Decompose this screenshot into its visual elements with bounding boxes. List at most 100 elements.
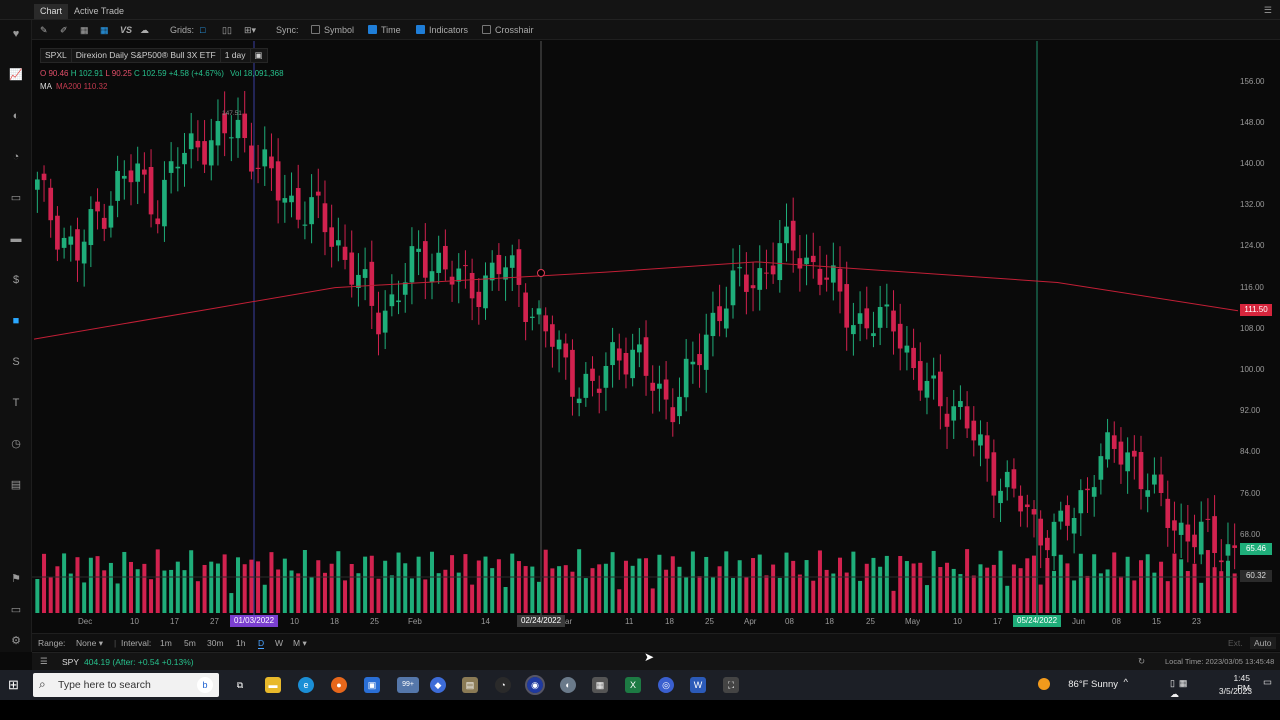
calculator-icon[interactable]: ▦: [592, 677, 608, 693]
volume-bar: [115, 583, 120, 613]
menu-icon[interactable]: ☰: [1263, 5, 1272, 15]
candle-body: [382, 310, 388, 333]
volume-bar: [1172, 553, 1177, 613]
weather-text[interactable]: 86°F Sunny: [1068, 679, 1118, 690]
volume-bar: [797, 574, 802, 613]
range-dropdown[interactable]: None ▾: [76, 638, 103, 648]
volume-bar: [175, 561, 180, 613]
close-value: C 102.59: [134, 69, 167, 78]
bing-icon[interactable]: b: [197, 677, 213, 693]
interval-w[interactable]: W: [275, 638, 284, 648]
volume-bar: [296, 573, 301, 613]
clock-time[interactable]: 1:45 PM: [1233, 673, 1250, 693]
drawing-icon[interactable]: ✎: [40, 25, 48, 35]
grid-columns-icon[interactable]: ▯▯: [222, 25, 232, 35]
chrome-icon[interactable]: ◎: [658, 677, 674, 693]
price-chart[interactable]: [32, 41, 1280, 633]
volume-bar: [824, 569, 829, 613]
list-icon[interactable]: ☰: [40, 656, 48, 666]
planet-app-icon[interactable]: ◐: [560, 677, 576, 693]
interval-30m[interactable]: 30m: [207, 638, 224, 648]
chat-icon[interactable]: ▭: [10, 604, 22, 616]
ext-toggle[interactable]: Ext.: [1228, 638, 1243, 648]
bookmark-icon[interactable]: ⚑: [11, 573, 21, 585]
candle-body: [389, 294, 395, 307]
candle-body: [1111, 435, 1117, 449]
word-icon[interactable]: W: [690, 677, 706, 693]
grid-layout-dropdown-icon[interactable]: ⊞▾: [244, 25, 257, 35]
save-icon[interactable]: ▣: [249, 48, 268, 63]
grid-single-icon[interactable]: □: [200, 25, 206, 35]
volume-bar: [1045, 557, 1050, 613]
volume-bar: [637, 558, 642, 613]
heart-icon[interactable]: ♥: [12, 28, 20, 40]
interval-1m[interactable]: 1m: [160, 638, 172, 648]
interval-d[interactable]: D: [258, 638, 265, 649]
weather-sun-icon[interactable]: [1038, 678, 1050, 690]
speedometer-icon[interactable]: ◔: [495, 677, 511, 693]
mail-icon[interactable]: 99+: [397, 677, 419, 693]
monitor-icon[interactable]: ▭: [10, 192, 22, 204]
store-icon[interactable]: ▣: [364, 677, 380, 693]
volume-bar: [102, 570, 107, 613]
card-icon[interactable]: ▬: [10, 233, 22, 245]
candle-body: [376, 312, 381, 335]
excel-icon[interactable]: X: [625, 677, 641, 693]
sync-time-checkbox[interactable]: Time: [368, 23, 401, 37]
candle-body: [222, 113, 227, 134]
settings-icon[interactable]: ⚙: [11, 635, 21, 647]
tab-active-trade[interactable]: Active Trade: [74, 6, 125, 16]
tab-chart[interactable]: Chart: [34, 4, 69, 19]
sync-symbol-checkbox[interactable]: Symbol: [311, 23, 354, 37]
history-icon[interactable]: ◷: [11, 438, 21, 450]
sync-indicators-checkbox[interactable]: Indicators: [416, 23, 468, 37]
symbol-field[interactable]: SPXL: [40, 48, 72, 63]
volume-bar: [416, 556, 421, 613]
grid-icon[interactable]: ▦: [100, 25, 109, 35]
interval-selector[interactable]: 1 day: [219, 48, 251, 63]
auto-scale-toggle[interactable]: Auto: [1250, 637, 1276, 649]
archive-icon[interactable]: ▤: [462, 677, 478, 693]
document-icon[interactable]: ▤: [10, 479, 22, 491]
interval-5m[interactable]: 5m: [184, 638, 196, 648]
windows-start-icon[interactable]: ⊞: [8, 677, 19, 692]
candle-body: [556, 339, 562, 350]
planet-icon[interactable]: ◐: [12, 110, 20, 122]
volume-bar: [68, 573, 73, 613]
chart-canvas[interactable]: [32, 41, 1280, 633]
snipping-tool-icon[interactable]: ⛶: [723, 677, 739, 693]
candle-body: [208, 140, 214, 166]
file-explorer-icon[interactable]: ▬: [265, 677, 281, 693]
layout-icon[interactable]: ▦: [80, 25, 89, 35]
trading-app-icon[interactable]: ◉: [525, 675, 545, 695]
notification-icon[interactable]: ▭: [1263, 677, 1272, 688]
chart-line-icon[interactable]: 📈: [9, 69, 23, 81]
candle-body: [1165, 498, 1171, 528]
clock-date[interactable]: 3/5/2023: [1218, 686, 1252, 696]
edge-icon[interactable]: e: [298, 677, 314, 693]
interval-m[interactable]: M ▾: [293, 638, 307, 648]
text-icon[interactable]: T: [12, 397, 20, 409]
status-ticker[interactable]: SPY: [62, 657, 80, 667]
firefox-icon[interactable]: ●: [331, 677, 347, 693]
pencil-icon[interactable]: ✐: [60, 25, 68, 35]
app-icon[interactable]: ◆: [430, 677, 446, 693]
ma-legend[interactable]: MA MA200 110.32: [40, 82, 107, 91]
gauge-icon[interactable]: ◔: [12, 151, 20, 163]
candle-body: [242, 113, 248, 139]
money-icon[interactable]: $: [12, 274, 20, 286]
date-axis-label: 10: [130, 617, 139, 626]
task-view-icon[interactable]: ⧉: [236, 680, 244, 690]
interval-1h[interactable]: 1h: [236, 638, 246, 648]
trade-icon[interactable]: ■: [12, 315, 20, 327]
candle-body: [951, 406, 957, 421]
volume-bar: [938, 567, 943, 613]
compare-button[interactable]: VS: [120, 25, 133, 35]
refresh-icon[interactable]: ↻: [1138, 656, 1146, 666]
dollar-icon[interactable]: S: [12, 356, 20, 368]
chevron-up-icon[interactable]: ^: [1123, 677, 1128, 688]
taskbar-search-input[interactable]: Type here to search: [33, 673, 219, 697]
cloud-icon[interactable]: ☁: [140, 25, 149, 35]
sync-crosshair-checkbox[interactable]: Crosshair: [482, 23, 534, 37]
